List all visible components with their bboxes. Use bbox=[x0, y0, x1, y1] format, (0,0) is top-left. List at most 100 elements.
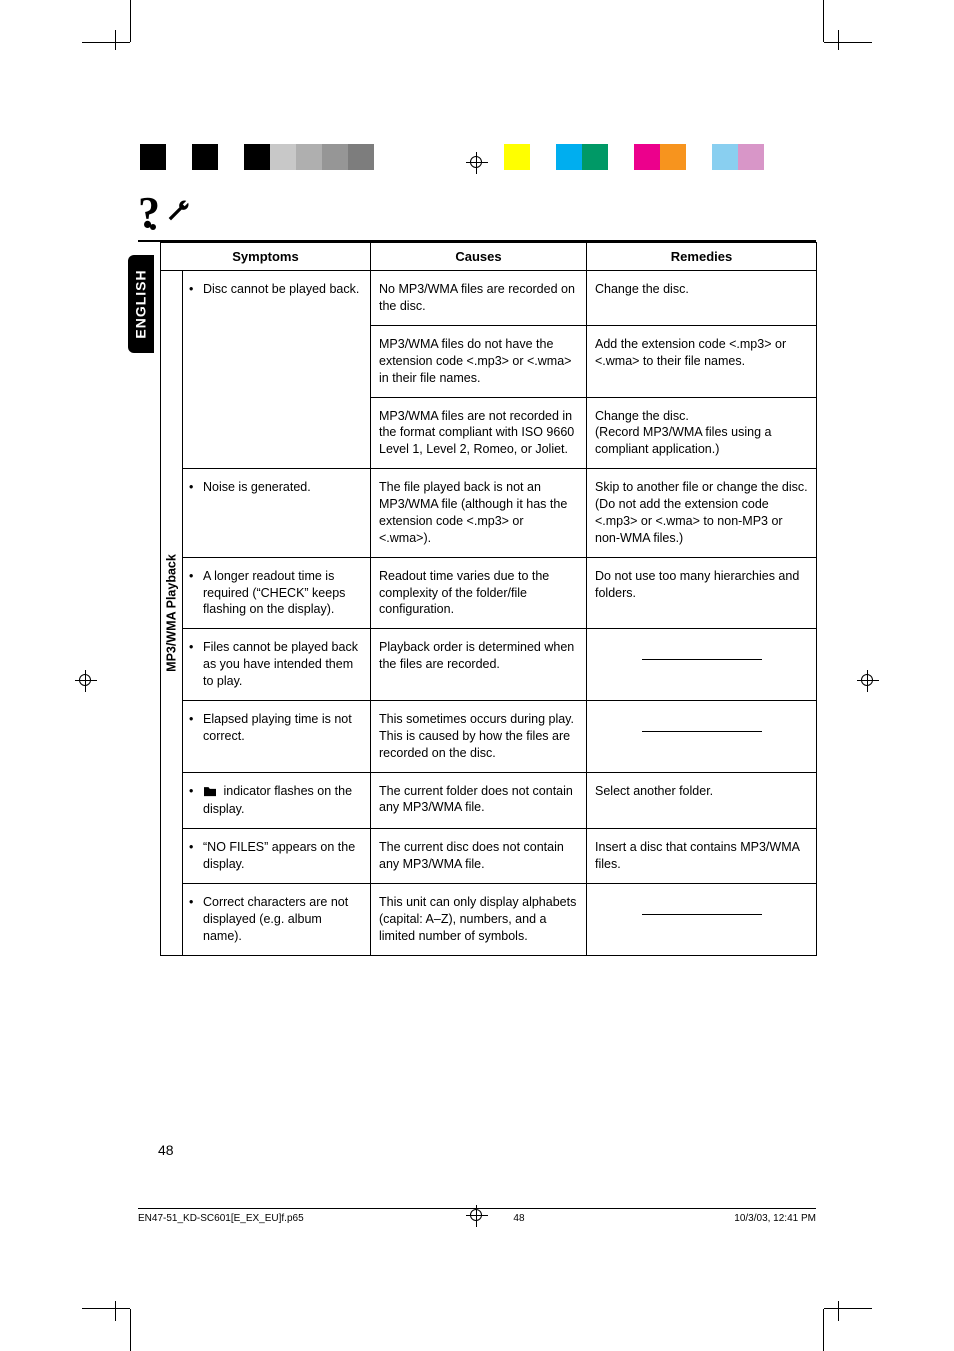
col-header-remedies: Remedies bbox=[587, 243, 817, 271]
color-swatch bbox=[530, 144, 556, 170]
table-row: • indicator flashes on the display.The c… bbox=[161, 772, 817, 829]
color-swatch bbox=[166, 144, 192, 170]
color-swatch bbox=[556, 144, 582, 170]
wrench-icon bbox=[164, 197, 192, 230]
color-swatch bbox=[634, 144, 660, 170]
footer-page: 48 bbox=[304, 1213, 735, 1224]
question-mark-icon: ? bbox=[138, 195, 160, 230]
symptom-cell: •Elapsed playing time is not correct. bbox=[183, 700, 371, 772]
crop-mark bbox=[82, 1308, 130, 1309]
symptom-cell: •Noise is generated. bbox=[183, 469, 371, 558]
color-calibration-bar bbox=[140, 144, 400, 170]
folder-icon bbox=[203, 785, 217, 802]
symptom-text: Noise is generated. bbox=[203, 479, 311, 496]
page-content: ? ENGLISH Symptoms Causes Remedies MP3/ bbox=[138, 195, 816, 956]
col-header-symptoms: Symptoms bbox=[161, 243, 371, 271]
crop-mark bbox=[130, 0, 131, 42]
color-swatch bbox=[348, 144, 374, 170]
crop-mark bbox=[823, 1309, 824, 1351]
page-number: 48 bbox=[158, 1142, 174, 1158]
remedy-cell: Add the extension code <.mp3> or <.wma> … bbox=[587, 325, 817, 397]
no-remedy-dash bbox=[642, 914, 762, 915]
crop-mark bbox=[823, 0, 824, 42]
color-swatch bbox=[374, 144, 400, 170]
col-header-causes: Causes bbox=[371, 243, 587, 271]
symptom-cell: •A longer readout time is required (“CHE… bbox=[183, 557, 371, 629]
remedy-cell bbox=[587, 700, 817, 772]
color-swatch bbox=[140, 144, 166, 170]
symptom-text: indicator flashes on the display. bbox=[203, 783, 362, 819]
symptom-cell: • indicator flashes on the display. bbox=[183, 772, 371, 829]
remedy-cell: Do not use too many hierarchies and fold… bbox=[587, 557, 817, 629]
no-remedy-dash bbox=[642, 659, 762, 660]
color-swatch bbox=[608, 144, 634, 170]
cause-cell: MP3/WMA files do not have the extension … bbox=[371, 325, 587, 397]
cause-cell: This unit can only display alphabets (ca… bbox=[371, 884, 587, 956]
table-row: •Correct characters are not displayed (e… bbox=[161, 884, 817, 956]
color-swatch bbox=[738, 144, 764, 170]
cause-cell: No MP3/WMA files are recorded on the dis… bbox=[371, 271, 587, 326]
symptom-text: Disc cannot be played back. bbox=[203, 281, 359, 298]
crop-mark bbox=[130, 1309, 131, 1351]
color-swatch bbox=[582, 144, 608, 170]
color-calibration-bar bbox=[504, 144, 764, 170]
registration-target-icon bbox=[466, 152, 488, 174]
symptom-text: “NO FILES” appears on the display. bbox=[203, 839, 362, 873]
category-label: MP3/WMA Playback bbox=[163, 554, 180, 672]
remedy-cell: Select another folder. bbox=[587, 772, 817, 829]
footer-filename: EN47-51_KD-SC601[E_EX_EU]f.p65 bbox=[138, 1213, 304, 1224]
troubleshooting-table: Symptoms Causes Remedies MP3/WMA Playbac… bbox=[160, 242, 817, 956]
table-row: •Elapsed playing time is not correct.Thi… bbox=[161, 700, 817, 772]
crop-mark bbox=[824, 42, 872, 43]
symptom-text: Elapsed playing time is not correct. bbox=[203, 711, 362, 745]
cause-cell: This sometimes occurs during play. This … bbox=[371, 700, 587, 772]
registration-target-icon bbox=[75, 670, 97, 692]
language-label: ENGLISH bbox=[133, 269, 149, 338]
color-swatch bbox=[660, 144, 686, 170]
color-swatch bbox=[712, 144, 738, 170]
table-row: •Files cannot be played back as you have… bbox=[161, 629, 817, 701]
symptom-cell: •“NO FILES” appears on the display. bbox=[183, 829, 371, 884]
symptom-text: Files cannot be played back as you have … bbox=[203, 639, 362, 690]
no-remedy-dash bbox=[642, 731, 762, 732]
remedy-cell: Change the disc. (Record MP3/WMA files u… bbox=[587, 397, 817, 469]
crop-mark bbox=[824, 1308, 872, 1309]
color-swatch bbox=[322, 144, 348, 170]
table-row: •A longer readout time is required (“CHE… bbox=[161, 557, 817, 629]
table-row: •“NO FILES” appears on the display.The c… bbox=[161, 829, 817, 884]
symptom-cell: •Correct characters are not displayed (e… bbox=[183, 884, 371, 956]
category-cell: MP3/WMA Playback bbox=[161, 271, 183, 956]
registration-target-icon bbox=[857, 670, 879, 692]
color-swatch bbox=[270, 144, 296, 170]
crop-mark bbox=[82, 42, 130, 43]
table-row: •Noise is generated.The file played back… bbox=[161, 469, 817, 558]
language-tab: ENGLISH bbox=[128, 255, 154, 353]
remedy-cell: Skip to another file or change the disc.… bbox=[587, 469, 817, 558]
cause-cell: MP3/WMA files are not recorded in the fo… bbox=[371, 397, 587, 469]
remedy-cell: Change the disc. bbox=[587, 271, 817, 326]
symptom-text: A longer readout time is required (“CHEC… bbox=[203, 568, 362, 619]
crop-mark bbox=[838, 1301, 839, 1321]
table-row: MP3/WMA Playback•Disc cannot be played b… bbox=[161, 271, 817, 326]
symptom-cell: •Disc cannot be played back. bbox=[183, 271, 371, 469]
footer-date: 10/3/03, 12:41 PM bbox=[734, 1213, 816, 1224]
remedy-cell bbox=[587, 629, 817, 701]
color-swatch bbox=[192, 144, 218, 170]
symptom-text: Correct characters are not displayed (e.… bbox=[203, 894, 362, 945]
color-swatch bbox=[296, 144, 322, 170]
color-swatch bbox=[244, 144, 270, 170]
color-swatch bbox=[686, 144, 712, 170]
crop-mark bbox=[115, 1301, 116, 1321]
crop-mark bbox=[838, 30, 839, 50]
color-swatch bbox=[218, 144, 244, 170]
cause-cell: The file played back is not an MP3/WMA f… bbox=[371, 469, 587, 558]
color-swatch bbox=[504, 144, 530, 170]
cause-cell: Playback order is determined when the fi… bbox=[371, 629, 587, 701]
troubleshooting-icon: ? bbox=[138, 195, 816, 230]
cause-cell: Readout time varies due to the complexit… bbox=[371, 557, 587, 629]
cause-cell: The current disc does not contain any MP… bbox=[371, 829, 587, 884]
print-footer: EN47-51_KD-SC601[E_EX_EU]f.p65 48 10/3/0… bbox=[138, 1208, 816, 1224]
crop-mark bbox=[115, 30, 116, 50]
remedy-cell: Insert a disc that contains MP3/WMA file… bbox=[587, 829, 817, 884]
symptom-cell: •Files cannot be played back as you have… bbox=[183, 629, 371, 701]
